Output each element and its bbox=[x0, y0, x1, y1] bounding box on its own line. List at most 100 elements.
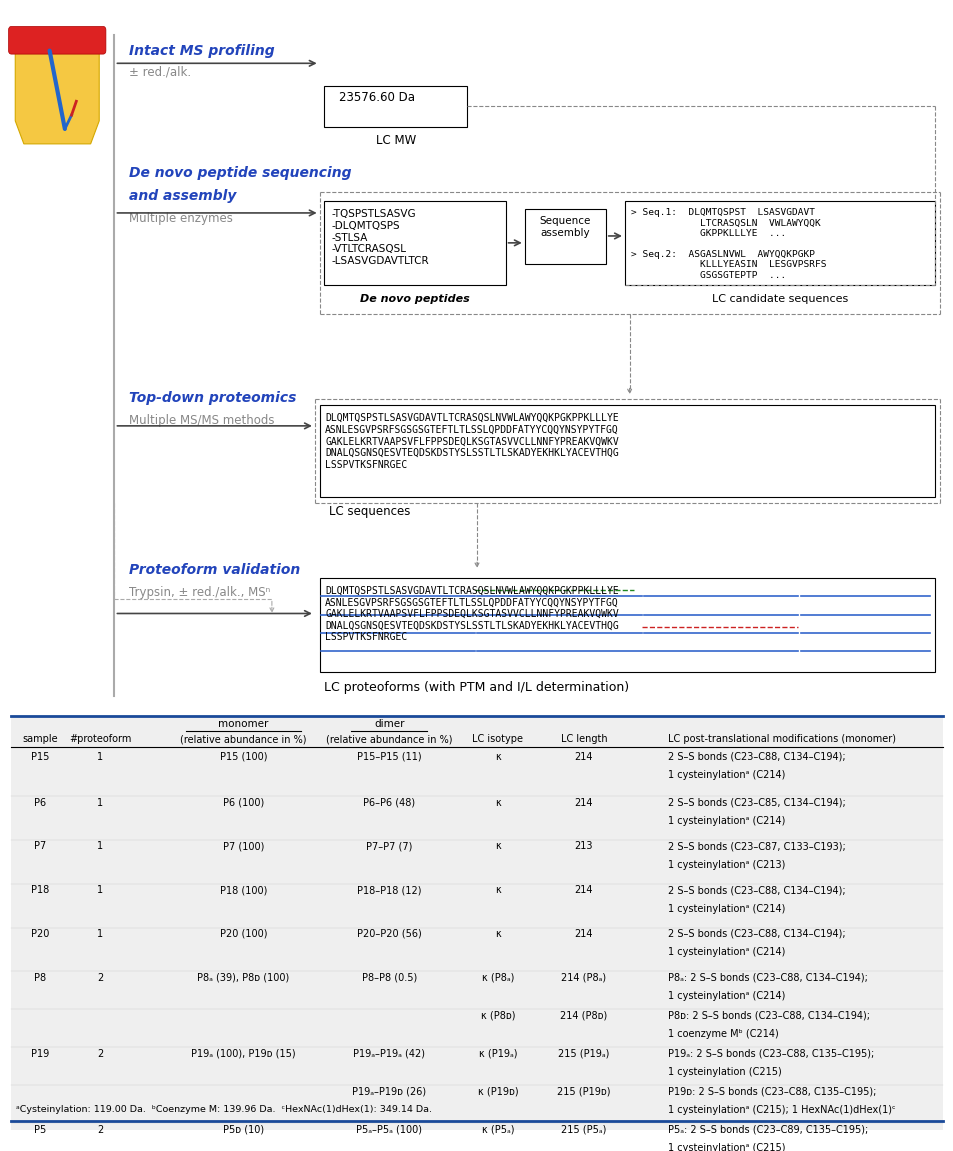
Text: #proteoform: #proteoform bbox=[69, 734, 132, 745]
Text: 2 S–S bonds (C23–C88, C134–C194);: 2 S–S bonds (C23–C88, C134–C194); bbox=[667, 752, 844, 762]
Text: 23576.60 Da: 23576.60 Da bbox=[338, 91, 415, 104]
Text: P19ₐ–P19ₐ (42): P19ₐ–P19ₐ (42) bbox=[353, 1049, 425, 1059]
Text: Top-down proteomics: Top-down proteomics bbox=[129, 391, 295, 405]
Text: 1 cysteinylationᵃ (C214): 1 cysteinylationᵃ (C214) bbox=[667, 816, 784, 826]
Text: P15–P15 (11): P15–P15 (11) bbox=[356, 752, 421, 762]
Text: (relative abundance in %): (relative abundance in %) bbox=[180, 734, 306, 745]
Text: P15 (100): P15 (100) bbox=[219, 752, 267, 762]
Text: P19ₐ (100), P19ᴅ (15): P19ₐ (100), P19ᴅ (15) bbox=[191, 1049, 295, 1059]
Text: κ (P19ₐ): κ (P19ₐ) bbox=[478, 1049, 517, 1059]
Text: P8ᴅ: 2 S–S bonds (C23–C88, C134–C194);: P8ᴅ: 2 S–S bonds (C23–C88, C134–C194); bbox=[667, 1011, 869, 1021]
FancyBboxPatch shape bbox=[524, 209, 605, 264]
Text: 1 cysteinylationᵃ (C215); 1 HexNAc(1)dHex(1)ᶜ: 1 cysteinylationᵃ (C215); 1 HexNAc(1)dHe… bbox=[667, 1105, 895, 1115]
Text: P8: P8 bbox=[34, 973, 46, 983]
FancyBboxPatch shape bbox=[9, 26, 106, 54]
Text: P19ᴅ: 2 S–S bonds (C23–C88, C135–C195);: P19ᴅ: 2 S–S bonds (C23–C88, C135–C195); bbox=[667, 1087, 875, 1097]
Text: DLQMTQSPSTLSASVGDAVTLTCRASQSLNVWLAWYQQKPGKPPKLLLYE
ASNLESGVPSRFSGSGSGTEFTLTLSSLQ: DLQMTQSPSTLSASVGDAVTLTCRASQSLNVWLAWYQQKP… bbox=[325, 586, 618, 642]
Text: 2 S–S bonds (C23–C85, C134–C194);: 2 S–S bonds (C23–C85, C134–C194); bbox=[667, 798, 844, 808]
Text: P15: P15 bbox=[30, 752, 50, 762]
Text: > Seq.1:  DLQMTQSPST  LSASVGDAVT
            LTCRASQSLN  VWLAWYQQK
            G: > Seq.1: DLQMTQSPST LSASVGDAVT LTCRASQSL… bbox=[630, 208, 825, 280]
Text: -TQSPSTLSASVG
-DLQMTQSPS
-STLSA
-VTLTCRASQSL
-LSASVGDAVTLTCR: -TQSPSTLSASVG -DLQMTQSPS -STLSA -VTLTCRA… bbox=[331, 209, 428, 266]
Text: κ (P5ₐ): κ (P5ₐ) bbox=[481, 1125, 514, 1135]
Text: P5ₐ–P5ₐ (100): P5ₐ–P5ₐ (100) bbox=[355, 1125, 422, 1135]
Text: P18 (100): P18 (100) bbox=[219, 885, 267, 895]
Text: 215 (P19ᴅ): 215 (P19ᴅ) bbox=[557, 1087, 610, 1097]
Text: P5ₐ: 2 S–S bonds (C23–C89, C135–C195);: P5ₐ: 2 S–S bonds (C23–C89, C135–C195); bbox=[667, 1125, 867, 1135]
Text: 2 S–S bonds (C23–C88, C134–C194);: 2 S–S bonds (C23–C88, C134–C194); bbox=[667, 885, 844, 895]
Text: P6 (100): P6 (100) bbox=[222, 798, 264, 808]
Text: monomer: monomer bbox=[218, 719, 268, 730]
Text: κ (P19ᴅ): κ (P19ᴅ) bbox=[477, 1087, 517, 1097]
Text: P8ₐ (39), P8ᴅ (100): P8ₐ (39), P8ᴅ (100) bbox=[197, 973, 289, 983]
Text: 214 (P8ᴅ): 214 (P8ᴅ) bbox=[559, 1011, 607, 1021]
Text: Multiple MS/MS methods: Multiple MS/MS methods bbox=[129, 414, 274, 427]
Text: LC length: LC length bbox=[560, 734, 606, 745]
Text: 1 cysteinylationᵃ (C214): 1 cysteinylationᵃ (C214) bbox=[667, 947, 784, 958]
FancyBboxPatch shape bbox=[324, 201, 505, 285]
FancyBboxPatch shape bbox=[624, 201, 934, 285]
Text: 1 cysteinylation (C215): 1 cysteinylation (C215) bbox=[667, 1067, 781, 1077]
Text: P5ᴅ (10): P5ᴅ (10) bbox=[222, 1125, 264, 1135]
Text: 1 cysteinylationᵃ (C213): 1 cysteinylationᵃ (C213) bbox=[667, 860, 784, 870]
Text: P8–P8 (0.5): P8–P8 (0.5) bbox=[361, 973, 416, 983]
Text: 2: 2 bbox=[97, 1125, 103, 1135]
Text: LC candidate sequences: LC candidate sequences bbox=[711, 294, 847, 304]
Text: 2 S–S bonds (C23–C87, C133–C193);: 2 S–S bonds (C23–C87, C133–C193); bbox=[667, 841, 844, 852]
Text: P18: P18 bbox=[30, 885, 50, 895]
Text: LC sequences: LC sequences bbox=[329, 505, 410, 518]
FancyBboxPatch shape bbox=[324, 86, 467, 127]
Text: P7: P7 bbox=[34, 841, 46, 852]
Text: 214: 214 bbox=[574, 929, 593, 939]
Text: P19: P19 bbox=[30, 1049, 50, 1059]
Text: 2 S–S bonds (C23–C88, C134–C194);: 2 S–S bonds (C23–C88, C134–C194); bbox=[667, 929, 844, 939]
Text: 213: 213 bbox=[574, 841, 593, 852]
Text: LC isotype: LC isotype bbox=[472, 734, 523, 745]
Text: P6–P6 (48): P6–P6 (48) bbox=[363, 798, 415, 808]
Text: κ: κ bbox=[495, 752, 500, 762]
Text: 214: 214 bbox=[574, 885, 593, 895]
Text: 214: 214 bbox=[574, 752, 593, 762]
Text: Proteoform validation: Proteoform validation bbox=[129, 563, 300, 577]
Text: ± red./alk.: ± red./alk. bbox=[129, 66, 191, 78]
Text: 1 coenzyme Mᵇ (C214): 1 coenzyme Mᵇ (C214) bbox=[667, 1029, 778, 1039]
Text: LC MW: LC MW bbox=[375, 134, 416, 146]
Text: 2: 2 bbox=[97, 973, 103, 983]
Polygon shape bbox=[15, 46, 99, 144]
Text: P5: P5 bbox=[34, 1125, 46, 1135]
Text: κ: κ bbox=[495, 798, 500, 808]
Text: 214: 214 bbox=[574, 798, 593, 808]
Text: and assembly: and assembly bbox=[129, 189, 236, 203]
Text: 1 cysteinylationᵃ (C214): 1 cysteinylationᵃ (C214) bbox=[667, 904, 784, 914]
Text: κ (P8ₐ): κ (P8ₐ) bbox=[481, 973, 514, 983]
Text: LC post-translational modifications (monomer): LC post-translational modifications (mon… bbox=[667, 734, 895, 745]
Text: De novo peptides: De novo peptides bbox=[359, 294, 470, 304]
Text: DLQMTQSPSTLSASVGDAVTLTCRASQSLNVWLAWYQQKPGKPPKLLLYE
ASNLESGVPSRFSGSGSGTEFTLTLSSLQ: DLQMTQSPSTLSASVGDAVTLTCRASQSLNVWLAWYQQKP… bbox=[325, 413, 618, 470]
Text: κ: κ bbox=[495, 841, 500, 852]
Text: κ (P8ᴅ): κ (P8ᴅ) bbox=[480, 1011, 515, 1021]
Text: 1: 1 bbox=[97, 929, 103, 939]
Text: 1: 1 bbox=[97, 885, 103, 895]
Text: P7–P7 (7): P7–P7 (7) bbox=[366, 841, 412, 852]
Text: P6: P6 bbox=[34, 798, 46, 808]
Text: sample: sample bbox=[22, 734, 58, 745]
Text: 1: 1 bbox=[97, 798, 103, 808]
Text: 1 cysteinylationᵃ (C215): 1 cysteinylationᵃ (C215) bbox=[667, 1143, 784, 1151]
Text: 1 cysteinylationᵃ (C214): 1 cysteinylationᵃ (C214) bbox=[667, 991, 784, 1001]
Text: 214 (P8ₐ): 214 (P8ₐ) bbox=[560, 973, 606, 983]
FancyBboxPatch shape bbox=[11, 716, 942, 1130]
Text: P20 (100): P20 (100) bbox=[219, 929, 267, 939]
Text: P20: P20 bbox=[30, 929, 50, 939]
FancyBboxPatch shape bbox=[319, 405, 934, 497]
Text: Sequence
assembly: Sequence assembly bbox=[539, 216, 590, 238]
Text: P18–P18 (12): P18–P18 (12) bbox=[356, 885, 421, 895]
Text: LC proteoforms (with PTM and I/L determination): LC proteoforms (with PTM and I/L determi… bbox=[324, 681, 629, 694]
FancyBboxPatch shape bbox=[319, 578, 934, 672]
Text: 215 (P5ₐ): 215 (P5ₐ) bbox=[560, 1125, 606, 1135]
Text: 1: 1 bbox=[97, 752, 103, 762]
Text: Intact MS profiling: Intact MS profiling bbox=[129, 44, 274, 58]
Text: dimer: dimer bbox=[374, 719, 404, 730]
Text: κ: κ bbox=[495, 885, 500, 895]
Text: Multiple enzymes: Multiple enzymes bbox=[129, 212, 233, 224]
Text: P7 (100): P7 (100) bbox=[222, 841, 264, 852]
Text: (relative abundance in %): (relative abundance in %) bbox=[326, 734, 452, 745]
